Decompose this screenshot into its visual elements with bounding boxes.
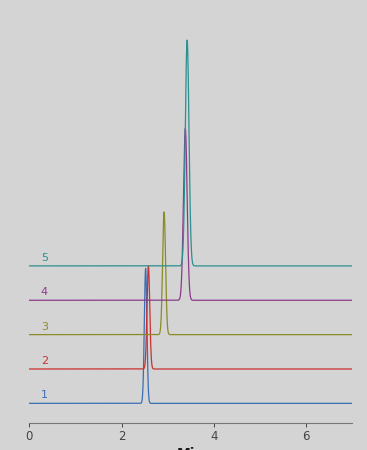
Text: Analyte: Analyte — [55, 20, 109, 33]
Text: 2: 2 — [41, 356, 48, 366]
Text: 2.  Tacrolimus: 2. Tacrolimus — [55, 87, 137, 100]
X-axis label: Min: Min — [177, 447, 205, 450]
Text: 809.5/756.4: 809.5/756.4 — [207, 53, 278, 66]
Text: 821.5/768.5: 821.5/768.5 — [207, 87, 278, 100]
Text: 5: 5 — [41, 253, 48, 263]
Text: 1: 1 — [41, 391, 48, 401]
Text: 931.6/864.5: 931.6/864.5 — [207, 120, 278, 133]
Text: 3.  Sirolimus: 3. Sirolimus — [55, 120, 128, 133]
Text: 4.  Cyclosporin A: 4. Cyclosporin A — [55, 154, 155, 166]
Text: 1.  Ascomycin: 1. Ascomycin — [55, 53, 137, 66]
Text: MRM Transition: MRM Transition — [207, 20, 315, 33]
Text: 4: 4 — [41, 288, 48, 297]
Text: 1233.9/1217.0: 1233.9/1217.0 — [207, 187, 293, 200]
Text: 5.  Cyclosporin D: 5. Cyclosporin D — [55, 187, 156, 200]
Text: 1219.9/1203.0: 1219.9/1203.0 — [207, 154, 293, 166]
Text: 3: 3 — [41, 322, 48, 332]
